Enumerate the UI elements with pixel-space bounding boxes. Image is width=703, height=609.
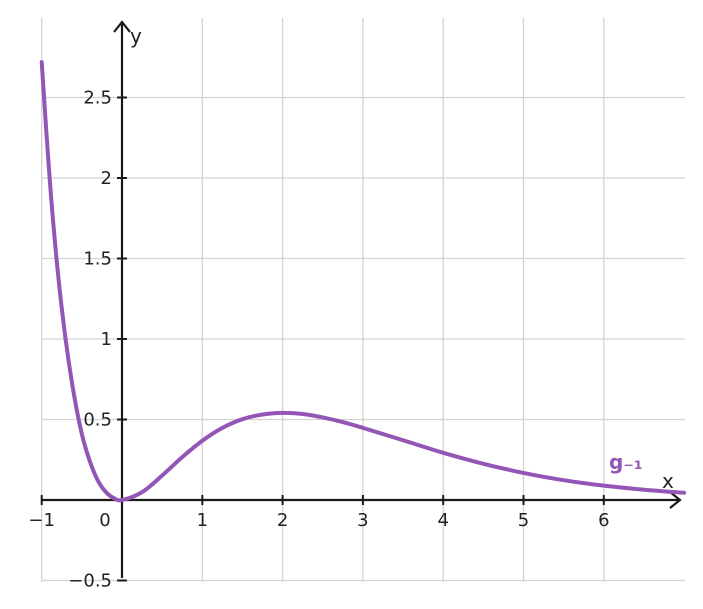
x-tick-label: 5 <box>518 510 529 531</box>
x-tick-label: 1 <box>197 510 208 531</box>
y-axis-label: y <box>130 24 142 48</box>
y-tick-label: 1.5 <box>83 249 112 270</box>
x-tick-label: 0 <box>99 510 110 531</box>
x-axis-arrow <box>669 491 682 509</box>
series-label-g-1: g₋₁ <box>609 450 643 474</box>
x-tick-label: 3 <box>357 510 368 531</box>
series-line <box>39 60 687 503</box>
axes <box>42 20 682 578</box>
ticks: −1 0 1 2 3 4 5 6 −0.5 0.5 1 1.5 2 2.5 <box>28 88 609 592</box>
y-tick-label: 0.5 <box>83 410 112 431</box>
grid <box>41 18 685 582</box>
y-tick-label: 1 <box>101 329 112 350</box>
x-axis-label: x <box>662 469 674 493</box>
y-tick-label: 2 <box>101 168 112 189</box>
x-tick-label: 2 <box>277 510 288 531</box>
x-tick-label: −1 <box>28 510 55 531</box>
x-tick-label: 6 <box>598 510 609 531</box>
y-tick-label: 2.5 <box>83 88 112 109</box>
series-layer <box>39 60 687 503</box>
y-tick-label: −0.5 <box>68 571 112 592</box>
x-tick-label: 4 <box>437 510 448 531</box>
y-axis-arrow <box>113 20 131 33</box>
